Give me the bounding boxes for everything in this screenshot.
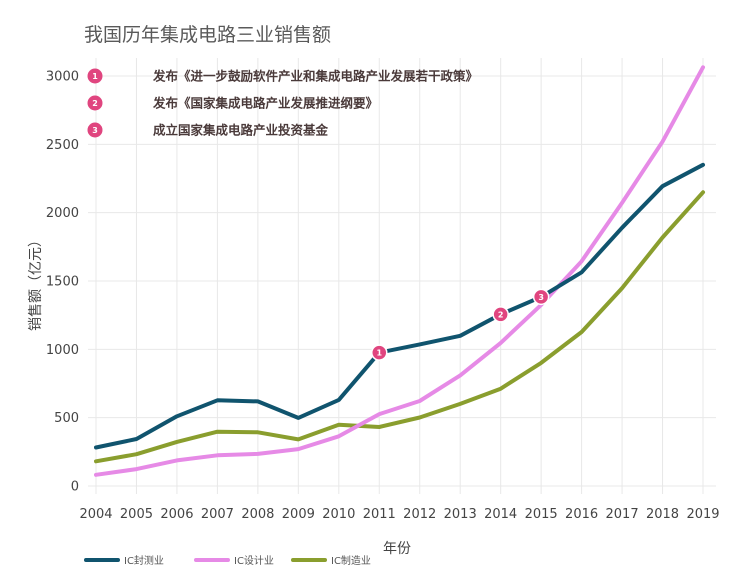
y-tick-label: 2500 <box>46 138 79 153</box>
annotation-marker-number: 1 <box>376 349 382 358</box>
annotation-legend-badge <box>87 122 103 138</box>
annotation-legend-text: 发布《进一步鼓励软件产业和集成电路产业发展若干政策》 <box>152 69 478 84</box>
x-tick-label: 2007 <box>201 507 234 522</box>
x-tick-label: 2018 <box>646 507 679 522</box>
annotation-legend-number: 1 <box>92 72 98 81</box>
x-tick-label: 2015 <box>525 507 558 522</box>
annotation-legend-number: 3 <box>92 126 98 135</box>
legend-label: IC封测业 <box>124 554 164 567</box>
y-axis-ticks: 0 500 1000 1500 2000 2500 3000 <box>46 70 79 495</box>
x-tick-label: 2017 <box>606 507 639 522</box>
series-line <box>94 65 705 477</box>
annotation-legend: 1 发布《进一步鼓励软件产业和集成电路产业发展若干政策》 2 发布《国家集成电路产业发… <box>87 68 478 138</box>
x-tick-label: 2004 <box>79 507 112 522</box>
annotation-legend-badge <box>87 68 103 84</box>
series-line <box>94 162 705 450</box>
annotation-marker-number: 3 <box>538 293 544 302</box>
x-tick-label: 2006 <box>160 507 193 522</box>
series-legend: IC封测业 IC设计业 IC制造业 <box>84 554 371 567</box>
x-tick-label: 2013 <box>444 507 477 522</box>
x-axis-ticks: 2004 2005 2006 2007 2008 2009 2010 2011 2012 2013… <box>79 507 719 522</box>
y-tick-label: 2000 <box>46 206 79 221</box>
chart-title: 我国历年集成电路三业销售额 <box>84 24 331 46</box>
annotation-marker <box>532 288 550 306</box>
x-tick-label: 2016 <box>565 507 598 522</box>
x-tick-label: 2009 <box>282 507 315 522</box>
series-line <box>94 190 705 464</box>
annotation-legend-text: 发布《国家集成电路产业发展推进纲要》 <box>152 96 378 111</box>
legend-label: IC制造业 <box>331 554 371 567</box>
annotation-markers: 1 2 3 <box>371 288 550 361</box>
annotation-marker <box>492 306 509 323</box>
y-tick-label: 1500 <box>46 275 79 290</box>
x-tick-label: 2005 <box>120 507 153 522</box>
annotation-marker <box>371 344 388 361</box>
y-tick-label: 3000 <box>46 70 79 85</box>
annotation-legend-badge <box>87 95 103 111</box>
annotation-legend-number: 2 <box>92 99 98 108</box>
annotation-marker-number: 2 <box>498 310 504 319</box>
x-axis-label: 年份 <box>383 541 411 557</box>
y-tick-label: 1000 <box>46 343 79 358</box>
x-tick-label: 2010 <box>322 507 355 522</box>
gridlines <box>88 58 716 494</box>
annotation-legend-text: 成立国家集成电路产业投资基金 <box>153 123 329 138</box>
x-tick-label: 2019 <box>686 507 719 522</box>
x-tick-label: 2014 <box>484 507 517 522</box>
x-tick-label: 2012 <box>403 507 436 522</box>
x-tick-label: 2011 <box>363 507 396 522</box>
y-tick-label: 500 <box>54 411 79 426</box>
y-axis-label: 销售额（亿元） <box>28 233 44 331</box>
data-series <box>94 65 705 477</box>
x-tick-label: 2008 <box>241 507 274 522</box>
legend-label: IC设计业 <box>234 554 274 567</box>
y-tick-label: 0 <box>71 480 79 495</box>
